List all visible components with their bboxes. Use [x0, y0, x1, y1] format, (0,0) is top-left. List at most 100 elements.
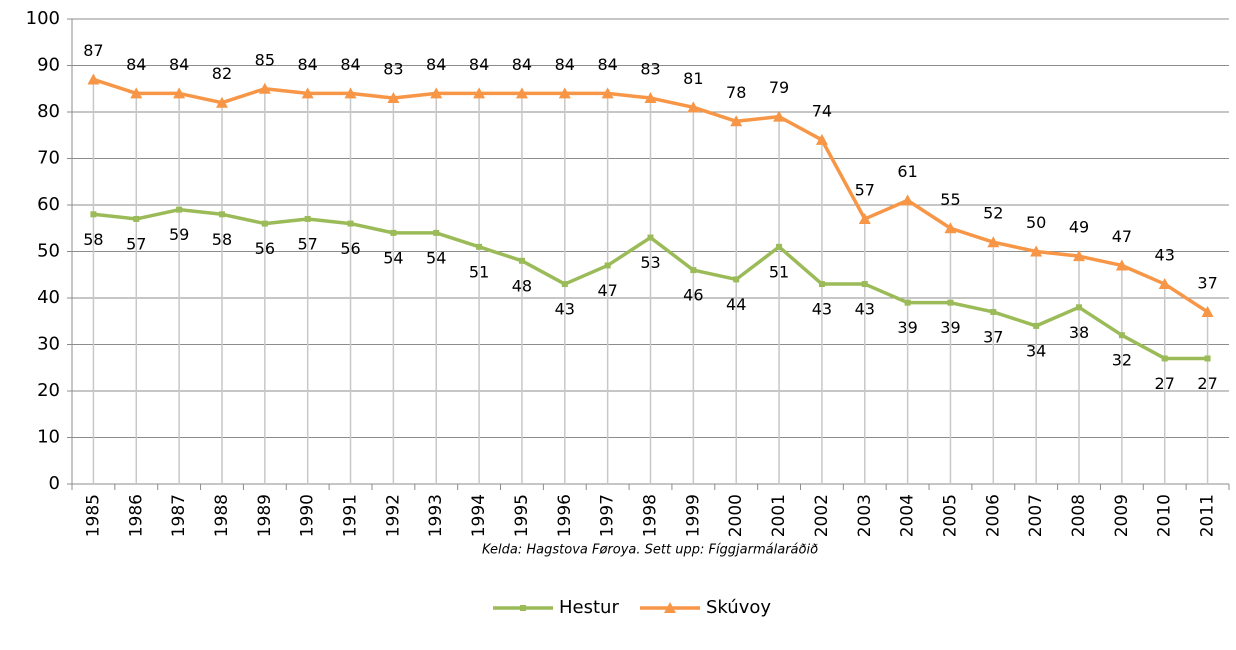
- point-marker: [558, 87, 571, 99]
- point-marker: [304, 215, 311, 222]
- point-marker: [430, 87, 443, 99]
- point-marker: [176, 206, 183, 213]
- data-label: 48: [512, 276, 532, 295]
- data-label: 57: [126, 234, 146, 253]
- data-label: 56: [340, 239, 360, 258]
- x-tick-label: 2000: [726, 494, 746, 537]
- point-marker: [901, 194, 914, 206]
- x-tick-label: 1998: [641, 494, 661, 537]
- x-tick-label: 1986: [126, 494, 146, 537]
- point-marker: [130, 87, 143, 99]
- point-marker: [647, 234, 654, 241]
- point-marker: [476, 243, 483, 250]
- data-label: 37: [1197, 273, 1217, 292]
- data-label: 38: [1069, 323, 1089, 342]
- data-label: 37: [983, 327, 1003, 346]
- y-tick-label: 20: [37, 380, 60, 401]
- data-label: 59: [169, 225, 189, 244]
- data-label: 84: [469, 55, 489, 74]
- point-marker: [818, 281, 825, 288]
- x-tick-label: 2009: [1112, 494, 1132, 537]
- point-marker: [690, 267, 697, 274]
- data-label: 84: [298, 55, 318, 74]
- x-tick-label: 2007: [1026, 494, 1046, 537]
- point-marker: [861, 281, 868, 288]
- x-tick-label: 1995: [512, 494, 532, 537]
- data-label: 43: [812, 300, 832, 319]
- point-marker: [173, 87, 186, 99]
- data-label: 61: [897, 162, 917, 181]
- data-label: 54: [426, 248, 446, 267]
- point-marker: [1073, 250, 1086, 262]
- data-label: 47: [597, 281, 617, 300]
- data-label: 43: [1155, 246, 1175, 265]
- point-marker: [944, 222, 957, 234]
- x-tick-label: 1999: [683, 494, 703, 537]
- x-tick-label: 1997: [598, 494, 618, 537]
- data-label: 74: [812, 101, 832, 120]
- point-marker: [1115, 259, 1128, 271]
- data-label: 39: [940, 318, 960, 337]
- point-marker: [1118, 332, 1125, 339]
- point-marker: [473, 87, 486, 99]
- data-label: 43: [555, 300, 575, 319]
- data-label: 55: [940, 190, 960, 209]
- point-marker: [347, 220, 354, 227]
- x-tick-label: 1989: [255, 494, 275, 537]
- y-tick-label: 100: [26, 8, 60, 29]
- point-marker: [1033, 322, 1040, 329]
- point-marker: [947, 299, 954, 306]
- data-label: 79: [769, 78, 789, 97]
- data-label: 83: [383, 60, 403, 79]
- point-marker: [133, 215, 140, 222]
- y-tick-label: 0: [49, 473, 60, 494]
- data-label: 27: [1197, 374, 1217, 393]
- point-marker: [87, 73, 100, 85]
- data-label: 82: [212, 64, 232, 83]
- data-label: 87: [83, 41, 103, 60]
- point-marker: [433, 229, 440, 236]
- point-marker: [773, 110, 786, 122]
- x-tick-label: 2004: [898, 494, 918, 537]
- point-marker: [261, 220, 268, 227]
- x-tick-label: 2006: [983, 494, 1003, 537]
- data-label: 51: [769, 262, 789, 281]
- point-marker: [90, 211, 97, 218]
- data-label: 39: [897, 318, 917, 337]
- x-tick-label: 2003: [855, 494, 875, 537]
- point-marker: [344, 87, 357, 99]
- data-label: 84: [555, 55, 575, 74]
- data-label: 44: [726, 295, 746, 314]
- data-label: 57: [855, 180, 875, 199]
- data-label: 83: [640, 60, 660, 79]
- x-tick-label: 2002: [812, 494, 832, 537]
- legend-marker: [664, 602, 676, 613]
- point-marker: [561, 281, 568, 288]
- point-marker: [387, 92, 400, 104]
- data-label: 56: [255, 239, 275, 258]
- x-tick-label: 1988: [212, 494, 232, 537]
- data-label: 27: [1155, 374, 1175, 393]
- data-label: 51: [469, 262, 489, 281]
- point-marker: [258, 82, 271, 94]
- data-label: 84: [340, 55, 360, 74]
- point-marker: [776, 243, 783, 250]
- y-tick-label: 50: [37, 241, 60, 262]
- x-tick-label: 1996: [555, 494, 575, 537]
- data-label: 32: [1112, 351, 1132, 370]
- data-label: 84: [169, 55, 189, 74]
- x-tick-label: 1985: [83, 494, 103, 537]
- data-label: 58: [83, 230, 103, 249]
- point-marker: [858, 212, 871, 224]
- point-marker: [730, 115, 743, 127]
- y-tick-label: 90: [37, 55, 60, 76]
- point-marker: [1201, 305, 1214, 317]
- data-label: 84: [426, 55, 446, 74]
- data-label: 78: [726, 83, 746, 102]
- point-marker: [987, 236, 1000, 248]
- legend-label: Hestur: [559, 597, 619, 618]
- data-label: 58: [212, 230, 232, 249]
- data-label: 46: [683, 286, 703, 305]
- data-label: 49: [1069, 218, 1089, 237]
- point-marker: [1076, 304, 1083, 311]
